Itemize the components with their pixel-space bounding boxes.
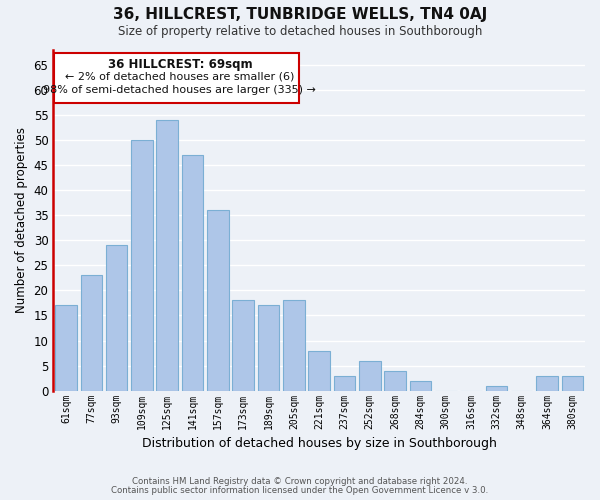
Bar [485,386,507,390]
Bar [232,300,254,390]
Bar [410,380,431,390]
Bar [131,140,152,390]
Bar [182,155,203,390]
Text: 36 HILLCREST: 69sqm: 36 HILLCREST: 69sqm [107,58,252,70]
Bar [80,276,102,390]
Text: Size of property relative to detached houses in Southborough: Size of property relative to detached ho… [118,25,482,38]
FancyBboxPatch shape [54,52,299,102]
X-axis label: Distribution of detached houses by size in Southborough: Distribution of detached houses by size … [142,437,497,450]
Bar [283,300,305,390]
Bar [207,210,229,390]
Text: 98% of semi-detached houses are larger (335) →: 98% of semi-detached houses are larger (… [43,85,316,95]
Bar [308,350,330,391]
Y-axis label: Number of detached properties: Number of detached properties [15,128,28,314]
Bar [55,306,77,390]
Bar [258,306,279,390]
Bar [562,376,583,390]
Bar [536,376,558,390]
Bar [157,120,178,390]
Bar [359,360,380,390]
Text: 36, HILLCREST, TUNBRIDGE WELLS, TN4 0AJ: 36, HILLCREST, TUNBRIDGE WELLS, TN4 0AJ [113,8,487,22]
Bar [385,370,406,390]
Text: ← 2% of detached houses are smaller (6): ← 2% of detached houses are smaller (6) [65,71,295,81]
Bar [106,246,127,390]
Text: Contains HM Land Registry data © Crown copyright and database right 2024.: Contains HM Land Registry data © Crown c… [132,477,468,486]
Text: Contains public sector information licensed under the Open Government Licence v : Contains public sector information licen… [112,486,488,495]
Bar [334,376,355,390]
